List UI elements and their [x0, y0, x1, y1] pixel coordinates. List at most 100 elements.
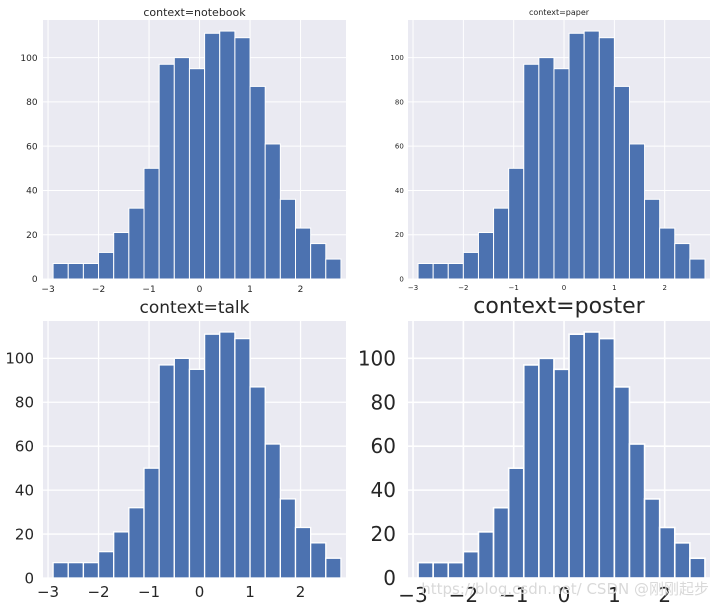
histogram-bar — [325, 258, 342, 280]
histogram-bar — [462, 550, 480, 579]
histogram-bar — [98, 251, 115, 280]
histogram-bar — [173, 357, 191, 579]
y-tick-label: 80 — [15, 394, 34, 412]
histogram-bar — [173, 57, 190, 280]
y-tick-label: 20 — [26, 231, 38, 241]
y-tick-label: 0 — [383, 566, 396, 590]
x-tick-label: −2 — [458, 284, 468, 292]
x-tick-label: −1 — [509, 284, 519, 292]
y-tick-label: 0 — [399, 275, 403, 283]
histogram-bar — [203, 333, 221, 579]
histogram-bar — [249, 386, 266, 579]
y-tick-label: 60 — [371, 434, 396, 458]
histogram-bar — [674, 243, 691, 280]
histogram-bar — [493, 207, 510, 280]
y-tick-label: 100 — [390, 54, 403, 62]
histogram-bar — [249, 85, 266, 280]
histogram-bar — [523, 63, 540, 280]
histogram-bar — [613, 85, 630, 280]
x-tick-label: 2 — [662, 284, 666, 292]
x-tick-label: 1 — [608, 583, 621, 606]
histogram-bar — [568, 32, 585, 280]
histogram-bar — [432, 263, 449, 280]
y-tick-label: 20 — [15, 525, 34, 543]
x-tick-label: −1 — [499, 583, 528, 606]
histogram-bar — [417, 263, 434, 280]
histogram-bar — [82, 263, 100, 280]
histogram-bar — [264, 143, 281, 280]
histogram-bar — [689, 258, 706, 280]
histogram-bar — [158, 63, 175, 280]
y-tick-label: 40 — [26, 187, 38, 197]
chart-title: context=paper — [529, 8, 590, 17]
x-tick-label: 1 — [245, 583, 255, 601]
histogram-bar — [673, 542, 691, 579]
x-tick-label: 1 — [247, 285, 253, 295]
x-tick-label: −3 — [398, 583, 427, 606]
x-tick-label: −2 — [449, 583, 478, 606]
y-tick-label: 100 — [20, 54, 37, 64]
histogram-bar — [417, 561, 434, 579]
chart-title: context=notebook — [143, 6, 246, 19]
histogram-bar — [477, 232, 495, 280]
x-tick-label: 0 — [558, 583, 571, 606]
x-tick-label: 2 — [298, 285, 304, 295]
histogram-bar — [310, 243, 327, 280]
histogram-bar — [553, 368, 570, 579]
x-tick-label: −2 — [92, 285, 105, 295]
histogram-bar — [279, 498, 297, 579]
histogram-bar — [219, 331, 236, 579]
y-tick-label: 60 — [395, 143, 404, 151]
histogram-bar — [583, 30, 600, 280]
x-tick-label: 0 — [562, 284, 566, 292]
histogram-bar — [477, 531, 495, 579]
histogram-bar — [568, 333, 585, 579]
histogram-bar — [158, 364, 175, 579]
histogram-bar — [628, 143, 646, 280]
histogram-bar — [613, 386, 631, 579]
histogram-bar — [188, 368, 206, 579]
histogram-bar — [583, 331, 601, 579]
x-tick-label: −3 — [41, 285, 54, 295]
histogram-bar — [188, 68, 206, 280]
y-tick-label: 60 — [26, 142, 38, 152]
histogram-bar — [538, 57, 555, 280]
histogram-bar — [658, 526, 676, 579]
y-tick-label: 80 — [371, 390, 396, 414]
histogram-bar — [309, 542, 327, 579]
histogram-bar — [659, 227, 676, 280]
chart-title: context=talk — [140, 298, 250, 318]
x-tick-label: −3 — [37, 583, 59, 601]
y-tick-label: 100 — [5, 350, 34, 368]
histogram-bar — [234, 337, 251, 579]
histogram-bar — [295, 227, 312, 280]
x-tick-label: 2 — [658, 583, 671, 606]
histogram-bar — [279, 198, 297, 280]
histogram-bar — [598, 337, 616, 579]
y-tick-label: 0 — [32, 275, 38, 285]
histogram-bar — [97, 550, 115, 579]
y-tick-label: 60 — [15, 437, 34, 455]
histogram-bar — [128, 507, 145, 579]
histogram-bar — [492, 506, 510, 579]
x-tick-label: 0 — [195, 583, 205, 601]
histogram-bar — [508, 167, 525, 280]
y-tick-label: 40 — [371, 478, 396, 502]
y-tick-label: 100 — [358, 346, 396, 370]
histogram-bar — [325, 557, 342, 579]
y-tick-label: 40 — [15, 481, 34, 499]
x-tick-label: 0 — [197, 285, 203, 295]
histogram-bar — [432, 561, 450, 579]
watermark: https://blog.csdn.net/ CSDN @刚刚起步 — [421, 580, 709, 598]
y-tick-label: 80 — [395, 98, 404, 106]
histogram-bar — [219, 30, 236, 280]
histogram-bar — [82, 561, 100, 579]
histogram-bar — [553, 68, 570, 280]
histogram-bar — [128, 207, 145, 280]
x-tick-label: −1 — [142, 285, 155, 295]
x-tick-label: 2 — [296, 583, 306, 601]
